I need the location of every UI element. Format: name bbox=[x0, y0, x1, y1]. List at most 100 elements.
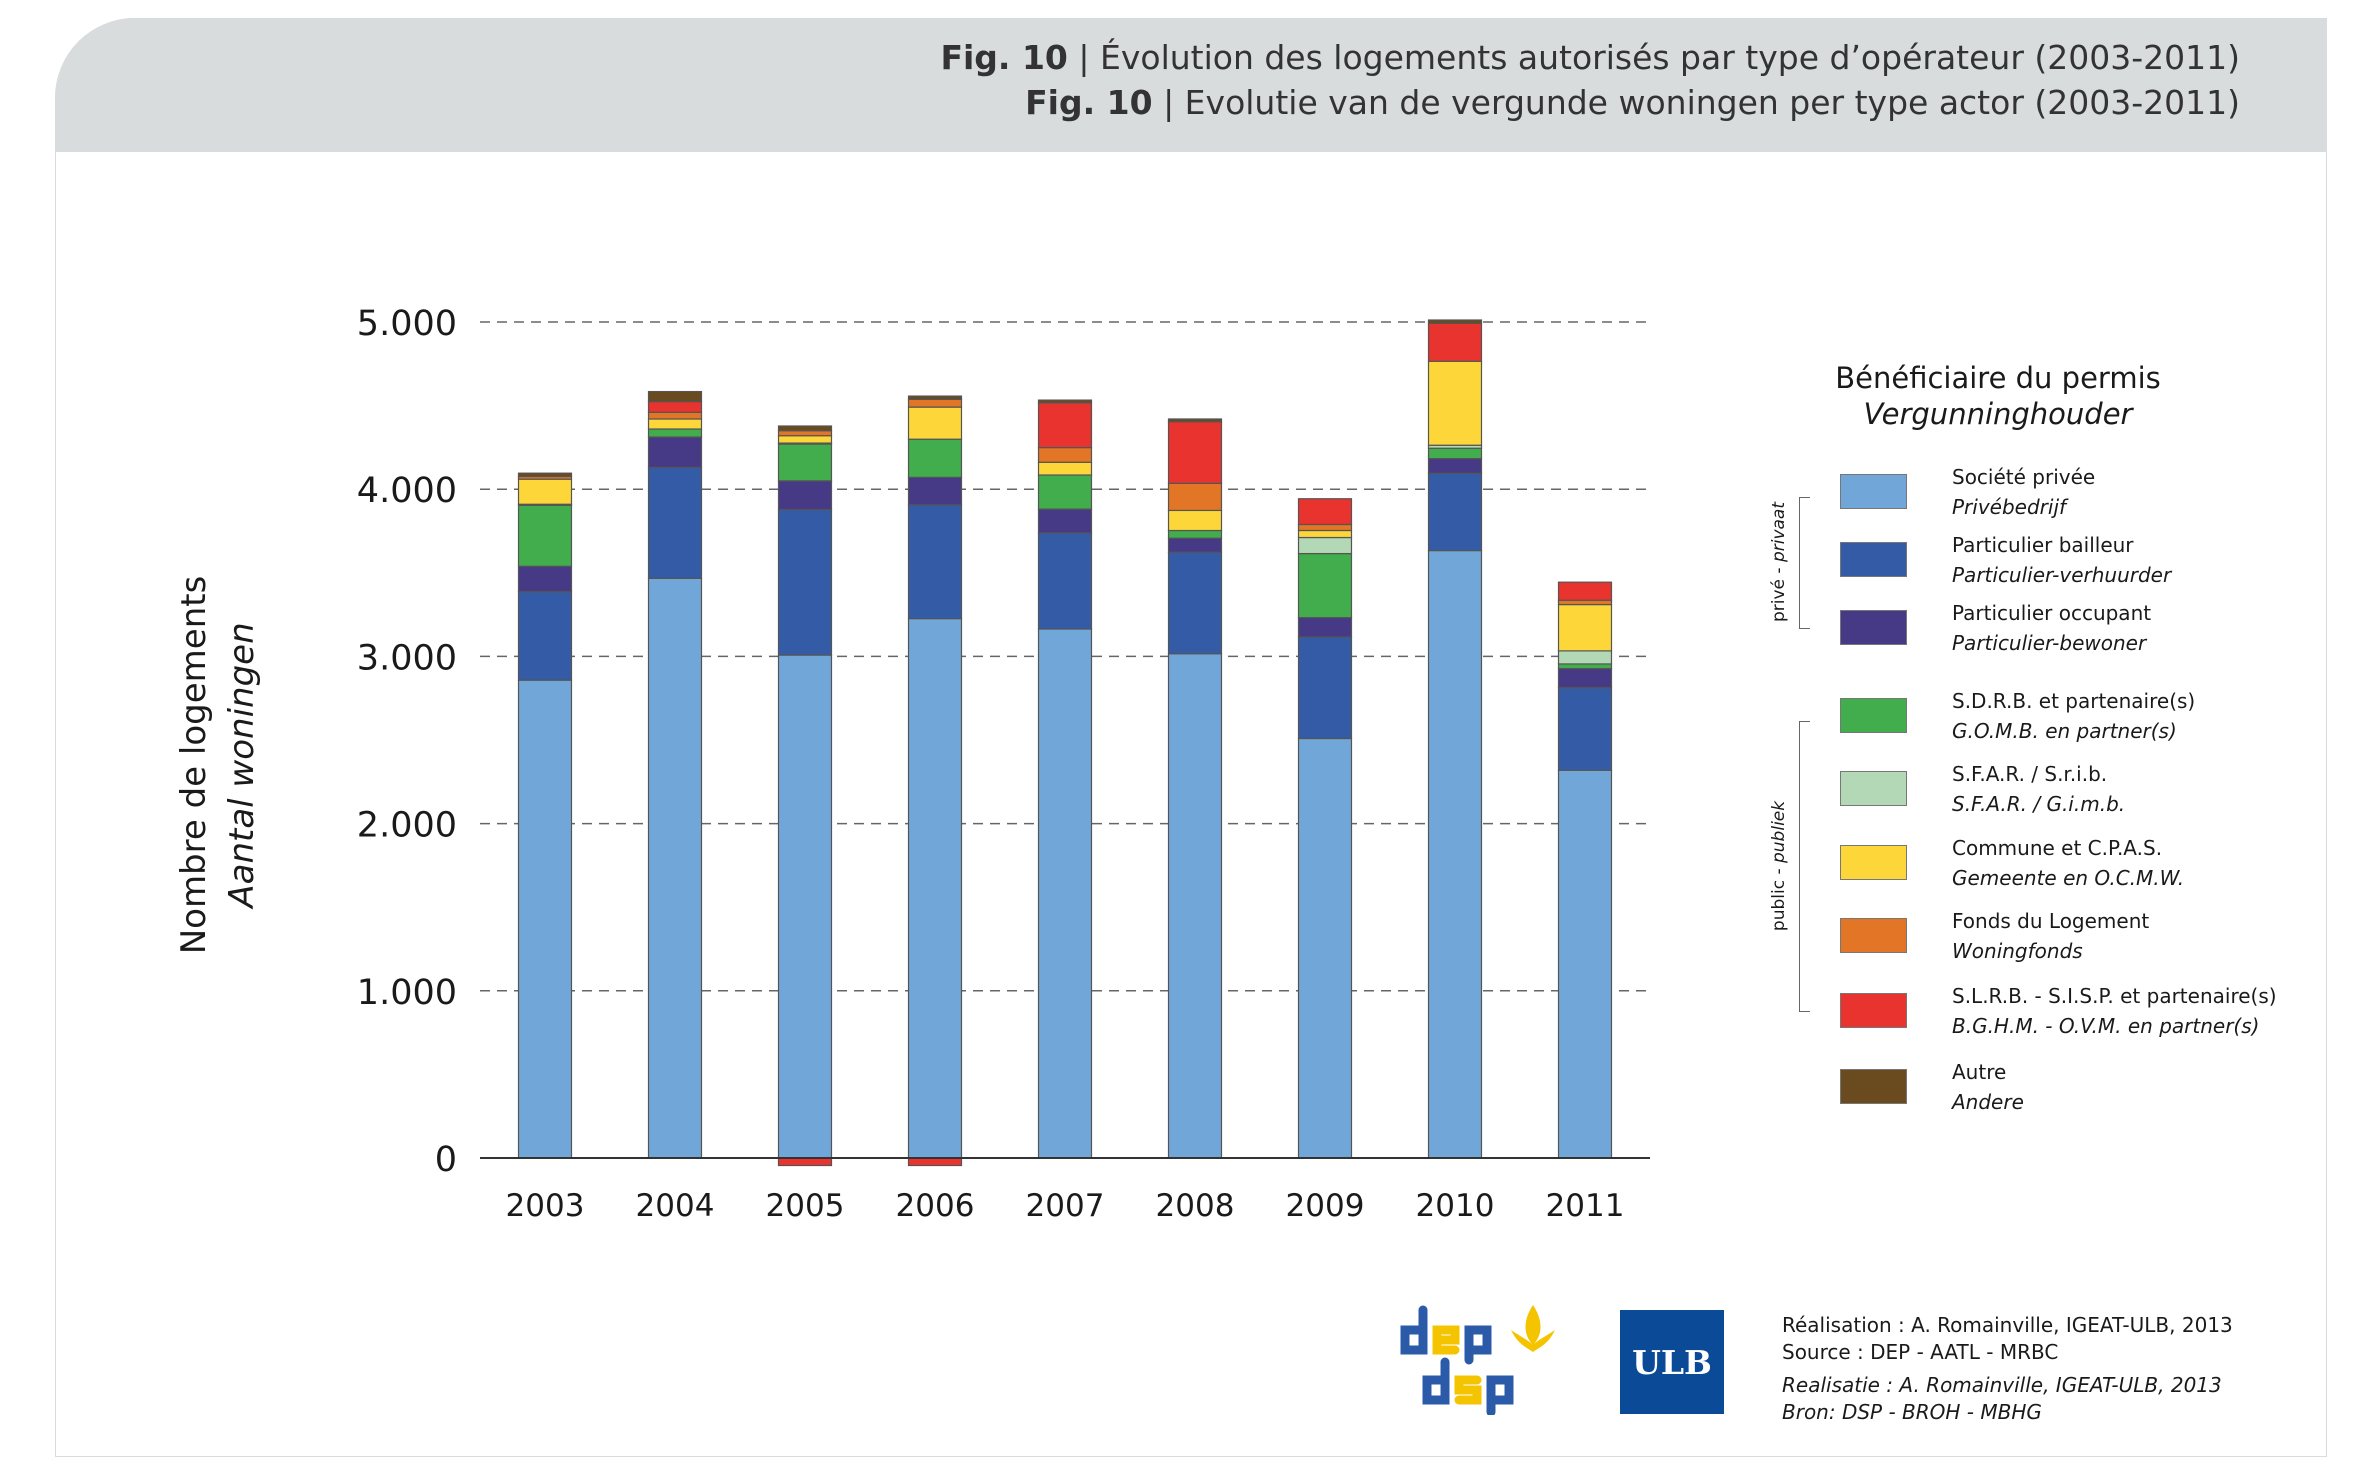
bar-segment bbox=[1167, 551, 1223, 655]
legend-label-nl: Woningfonds bbox=[1952, 939, 2083, 963]
bar-segment bbox=[907, 395, 963, 401]
bar-segment bbox=[1167, 421, 1223, 484]
bar-segment bbox=[1037, 474, 1093, 510]
bar-segment bbox=[1297, 523, 1353, 532]
bar-segment bbox=[517, 679, 573, 1159]
x-tick-label: 2011 bbox=[1546, 1188, 1625, 1224]
x-tick-label: 2005 bbox=[766, 1188, 845, 1224]
legend-title: Bénéficiaire du permis Vergunninghouder bbox=[1835, 360, 2161, 432]
y-tick-label: 1.000 bbox=[357, 973, 457, 1013]
bar-segment bbox=[1167, 509, 1223, 532]
y-axis-label: Nombre de logements Aantal woningen bbox=[170, 576, 266, 955]
legend-label-nl: Gemeente en O.C.M.W. bbox=[1952, 866, 2185, 890]
credits: Réalisation : A. Romainville, IGEAT-ULB,… bbox=[1782, 1312, 2233, 1426]
legend-label: Autre Andere bbox=[1952, 1057, 2024, 1117]
legend-label-fr: Autre bbox=[1952, 1060, 2007, 1084]
group-public-nl: publiek bbox=[1769, 800, 1789, 864]
bar-segment bbox=[777, 443, 833, 482]
bar-segment bbox=[647, 400, 703, 413]
ulb-logo-text: ULB bbox=[1632, 1342, 1712, 1382]
bar-segment bbox=[1037, 461, 1093, 476]
bar-segment bbox=[777, 654, 833, 1159]
bar-segment bbox=[907, 406, 963, 440]
bar-segment bbox=[1557, 603, 1613, 652]
legend-label: Fonds du Logement Woningfonds bbox=[1952, 906, 2149, 966]
credits-realisatie: Realisatie : A. Romainville, IGEAT-ULB, … bbox=[1782, 1373, 2222, 1397]
bar-segment bbox=[777, 1157, 833, 1167]
dep-dsp-logo bbox=[1400, 1305, 1555, 1415]
bar-segment bbox=[1297, 536, 1353, 555]
bar-segment bbox=[777, 508, 833, 656]
legend-swatch bbox=[1840, 610, 1907, 645]
bar-segment bbox=[777, 425, 833, 432]
bar-segment bbox=[1037, 399, 1093, 404]
bar-segment bbox=[1037, 446, 1093, 463]
x-tick-label: 2009 bbox=[1286, 1188, 1365, 1224]
bar-segment bbox=[517, 504, 573, 567]
x-tick-label: 2004 bbox=[636, 1188, 715, 1224]
bar-segment bbox=[1297, 552, 1353, 619]
legend-label-fr: Particulier bailleur bbox=[1952, 533, 2134, 557]
bar-segment bbox=[907, 398, 963, 408]
bar-segment bbox=[1557, 687, 1613, 771]
title-fr-text: | Évolution des logements autorisés par … bbox=[1078, 38, 2240, 77]
bar-segment bbox=[1557, 663, 1613, 670]
legend-label-fr: Particulier occupant bbox=[1952, 601, 2152, 625]
legend-label: Commune et C.P.A.S. Gemeente en O.C.M.W. bbox=[1952, 833, 2184, 893]
bar-segment bbox=[1167, 537, 1223, 553]
bar-segment bbox=[1427, 458, 1483, 474]
x-tick-label: 2006 bbox=[896, 1188, 975, 1224]
legend-label: S.L.R.B. - S.I.S.P. et partenaire(s) B.G.… bbox=[1952, 981, 2277, 1041]
bar-segment bbox=[1037, 628, 1093, 1159]
y-axis-label-nl: Aantal woningen bbox=[222, 622, 262, 908]
bar-segment bbox=[1427, 319, 1483, 324]
title-fr: Fig. 10 | Évolution des logements autori… bbox=[940, 38, 2240, 77]
bar-segment bbox=[647, 466, 703, 579]
bar-segment bbox=[907, 438, 963, 478]
legend-title-nl: Vergunninghouder bbox=[1863, 397, 2133, 431]
x-tick-label: 2008 bbox=[1156, 1188, 1235, 1224]
legend-label-nl: Privébedrijf bbox=[1952, 495, 2067, 519]
legend-label: S.D.R.B. et partenaire(s) G.O.M.B. en par… bbox=[1952, 686, 2195, 746]
bar-segment bbox=[1557, 599, 1613, 606]
bar-segment bbox=[647, 436, 703, 469]
legend-label: S.F.A.R. / S.r.i.b. S.F.A.R. / G.i.m.b. bbox=[1952, 759, 2125, 819]
bar-segment bbox=[777, 435, 833, 444]
bar-segment bbox=[647, 418, 703, 430]
bar-segment bbox=[517, 591, 573, 681]
bar-segment bbox=[907, 476, 963, 506]
y-axis-label-fr: Nombre de logements bbox=[174, 575, 214, 955]
bracket-public bbox=[1799, 721, 1810, 1012]
legend-swatch bbox=[1840, 474, 1907, 509]
ulb-logo: ULB bbox=[1620, 1310, 1724, 1414]
x-tick-label: 2007 bbox=[1026, 1188, 1105, 1224]
bar-segment bbox=[1557, 668, 1613, 689]
legend-swatch bbox=[1840, 1069, 1907, 1104]
legend-swatch bbox=[1840, 918, 1907, 953]
group-label-public: public - publiek bbox=[1769, 801, 1789, 931]
legend-swatch bbox=[1840, 771, 1907, 806]
group-private-nl: privaat bbox=[1769, 501, 1789, 563]
fig-label: Fig. 10 bbox=[1025, 83, 1153, 122]
bar-segment bbox=[647, 390, 703, 403]
bar-segment bbox=[647, 428, 703, 438]
bar-segment bbox=[777, 430, 833, 437]
bar-segment bbox=[777, 480, 833, 511]
bar-segment bbox=[1167, 653, 1223, 1159]
legend-label-fr: S.F.A.R. / S.r.i.b. bbox=[1952, 762, 2108, 786]
bar-segment bbox=[1557, 769, 1613, 1159]
legend-label-nl: Particulier-bewoner bbox=[1952, 631, 2147, 655]
title-nl-text: | Evolutie van de vergunde woningen per … bbox=[1163, 83, 2240, 122]
bar-segment bbox=[1297, 498, 1353, 526]
legend-label-fr: S.D.R.B. et partenaire(s) bbox=[1952, 689, 2196, 713]
legend-swatch bbox=[1840, 698, 1907, 733]
legend-label: Particulier bailleur Particulier-verhuurd… bbox=[1952, 530, 2171, 590]
legend-title-fr: Bénéficiaire du permis bbox=[1835, 361, 2161, 395]
y-tick-label: 5.000 bbox=[357, 304, 457, 344]
bar-segment bbox=[1297, 737, 1353, 1159]
legend-swatch bbox=[1840, 542, 1907, 577]
y-tick-label: 0 bbox=[435, 1140, 457, 1180]
group-private-fr: privé - bbox=[1769, 562, 1789, 623]
legend-swatch bbox=[1840, 845, 1907, 880]
